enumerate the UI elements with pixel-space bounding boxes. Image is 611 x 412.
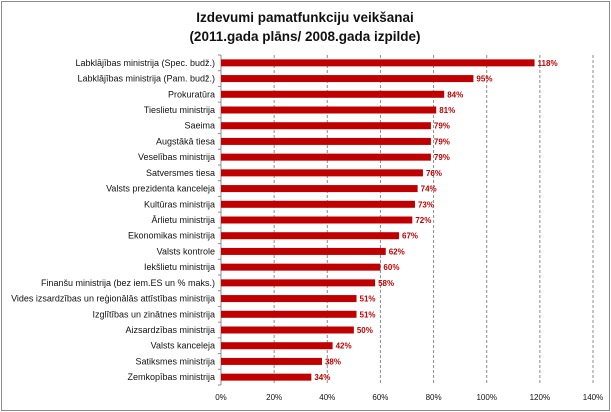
bar [221,216,413,224]
x-tick-label: 140% [583,393,603,402]
bar [221,263,381,271]
bar [221,185,418,193]
x-tick-label: 120% [530,393,550,402]
bar [221,75,474,83]
data-label: 118% [538,59,558,68]
data-label: 50% [357,326,373,335]
bar [221,169,423,177]
x-tick-label: 100% [476,393,496,402]
x-tick-label: 80% [426,393,442,402]
data-label: 79% [434,137,450,146]
category-label: Satversmes tiesa [146,168,215,178]
category-label: Augstākā tiesa [156,136,215,146]
category-label: Valsts kanceleja [151,341,215,351]
category-label: Ārlietu ministrija [151,215,215,225]
x-tick-label: 60% [372,393,388,402]
data-label: 62% [389,247,405,256]
data-label: 42% [336,342,352,351]
category-label: Labklājības ministrija (Spec. budž.) [75,58,215,68]
bar [221,373,312,381]
bar [221,342,333,350]
bar [221,137,431,145]
data-label: 95% [476,75,492,84]
bar [221,295,357,303]
category-label: Vides izsardzības un reģionālās attīstīb… [11,294,215,304]
bar [221,59,535,67]
category-label: Valsts kontrole [157,246,215,256]
category-label: Veselības ministrija [138,152,215,162]
category-label: Satiksmes ministrija [135,356,215,366]
data-label: 34% [314,373,330,382]
data-label: 81% [439,106,455,115]
x-tick-label: 40% [319,393,335,402]
category-label: Iekšlietu ministrija [144,262,215,272]
bar [221,247,386,255]
data-label: 38% [325,357,341,366]
data-label: 58% [378,279,394,288]
data-label: 67% [402,232,418,241]
bar [221,357,322,365]
bar [221,122,431,130]
data-label: 51% [360,295,376,304]
chart-title-line-2: (2011.gada plāns/ 2008.gada izpilde) [189,29,420,44]
chart-title-line-1: Izdevumi pamatfunkciju veikšanai [196,10,414,25]
category-label: Zemkopības ministrija [127,372,215,382]
category-label: Finanšu ministrija (bez iem.ES un % maks… [41,278,215,288]
x-tick-label: 0% [215,393,227,402]
data-label: 76% [426,169,442,178]
x-tick-label: 20% [266,393,282,402]
data-label: 51% [360,310,376,319]
category-label: Izglītības un zinātnes ministrija [92,309,215,319]
category-label: Valsts prezidenta kanceleja [106,184,215,194]
category-label: Ekonomikas ministrija [128,231,215,241]
data-label: 74% [421,185,437,194]
bar [221,279,376,287]
data-label: 79% [434,153,450,162]
bar [221,232,400,240]
bar [221,106,437,114]
category-label: Labklājības ministrija (Pam. budž.) [77,74,215,84]
bar [221,310,357,318]
category-label: Tieslietu ministrija [144,105,215,115]
category-label: Prokuratūra [168,89,215,99]
bar [221,153,431,161]
bar [221,200,415,208]
category-label: Saeima [184,121,215,131]
data-label: 79% [434,122,450,131]
category-label: Aizsardzības ministrija [125,325,215,335]
category-label: Kultūras ministrija [144,199,215,209]
data-label: 73% [418,200,434,209]
data-label: 84% [447,90,463,99]
data-label: 72% [415,216,431,225]
bar [221,90,445,98]
bar [221,326,354,334]
data-label: 60% [383,263,399,272]
